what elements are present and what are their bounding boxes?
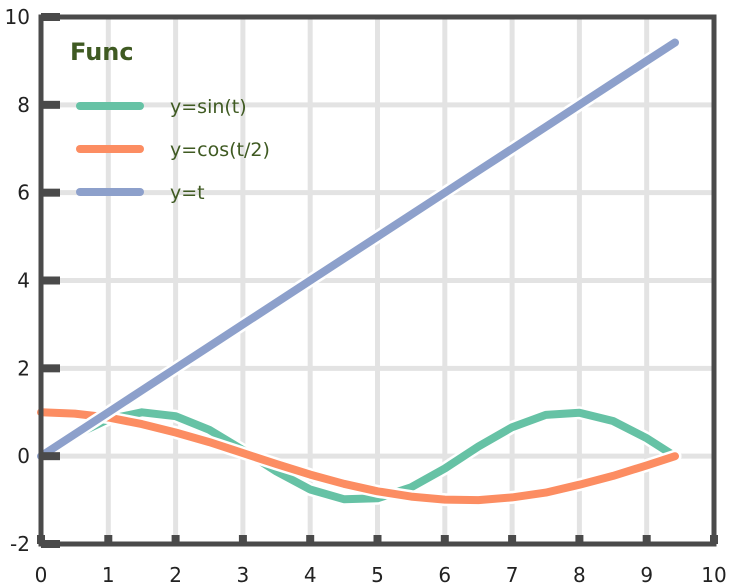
y-tick-mark <box>41 452 60 461</box>
y-tick-mark <box>41 540 60 548</box>
x-tick-mark <box>306 535 315 544</box>
series-line <box>37 408 679 504</box>
x-tick-mark <box>508 535 517 544</box>
x-tick-label: 0 <box>35 563 48 586</box>
series-line <box>37 38 679 461</box>
y-tick-label: 4 <box>17 269 30 293</box>
x-tick-label: 9 <box>640 563 653 586</box>
x-tick-mark <box>710 535 718 544</box>
legend: Func y=sin(t) y=cos(t/2) y=t <box>70 38 270 204</box>
legend-label: y=t <box>170 182 205 204</box>
legend-items: y=sin(t) y=cos(t/2) y=t <box>76 96 270 204</box>
x-tick-mark <box>104 535 113 544</box>
x-tick-mark <box>373 535 382 544</box>
y-tick-label: 0 <box>17 444 30 468</box>
y-tick-mark <box>41 100 60 109</box>
y-tick-label: 10 <box>5 5 30 29</box>
x-tick-label: 4 <box>304 563 317 586</box>
x-tick-label: 6 <box>438 563 451 586</box>
x-tick-label: 8 <box>573 563 586 586</box>
y-tick-mark <box>41 188 60 197</box>
x-tick-label: 1 <box>102 563 115 586</box>
y-tick-label: -2 <box>10 532 30 556</box>
y-tick-label: 6 <box>17 181 30 205</box>
legend-label: y=sin(t) <box>170 96 247 118</box>
y-tick-label: 2 <box>17 356 30 380</box>
y-tick-mark <box>41 13 60 21</box>
x-tick-label: 2 <box>169 563 182 586</box>
legend-label: y=cos(t/2) <box>170 139 270 161</box>
series-line <box>37 408 679 505</box>
legend-title: Func <box>70 38 134 66</box>
x-tick-mark <box>642 535 651 544</box>
x-tick-label: 10 <box>701 563 726 586</box>
series-lines <box>34 36 682 507</box>
x-tick-label: 5 <box>371 563 384 586</box>
x-tick-mark <box>171 535 180 544</box>
y-tick-label: 8 <box>17 93 30 117</box>
x-tick-label: 7 <box>506 563 519 586</box>
x-tick-mark <box>440 535 449 544</box>
grid <box>41 17 714 544</box>
x-tick-label: 3 <box>237 563 250 586</box>
x-tick-mark <box>238 535 247 544</box>
x-tick-mark <box>575 535 584 544</box>
y-tick-mark <box>41 276 60 285</box>
y-tick-mark <box>41 364 60 373</box>
x-tick-mark <box>37 535 45 544</box>
